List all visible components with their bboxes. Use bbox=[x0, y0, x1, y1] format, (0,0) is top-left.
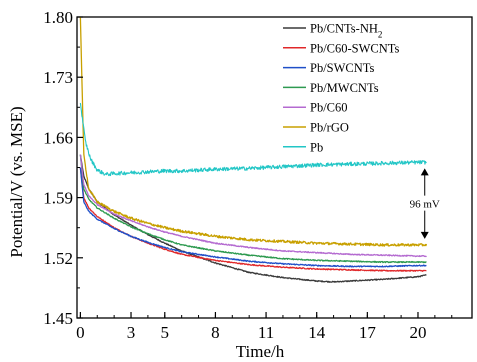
legend-label: Pb/MWCNTs bbox=[310, 81, 379, 95]
series-line-pb-c60 bbox=[79, 154, 427, 258]
legend-label: Pb/CNTs-NH2 bbox=[310, 22, 382, 40]
legend-item-pb-rgo: Pb/rGO bbox=[283, 121, 349, 135]
legend-item-pb-swcnts: Pb/SWCNTs bbox=[283, 61, 375, 75]
legend-item-pb-c60-swcnts: Pb/C60-SWCNTs bbox=[283, 41, 400, 55]
x-tick-label: 17 bbox=[359, 323, 377, 342]
series-line-pb-swcnts bbox=[79, 167, 427, 268]
legend-label: Pb/rGO bbox=[310, 121, 349, 135]
series-line-pb-mwcnts bbox=[79, 154, 427, 264]
x-tick-label: 20 bbox=[409, 323, 426, 342]
x-tick-label: 8 bbox=[211, 323, 220, 342]
annotation-label: 96 mV bbox=[410, 199, 440, 211]
y-axis-title: Potential/V (vs. MSE) bbox=[7, 106, 26, 257]
annotations: 96 mV bbox=[398, 168, 451, 239]
legend-item-pb-c60: Pb/C60 bbox=[283, 101, 348, 115]
annotation-arrow-head-down bbox=[420, 231, 429, 239]
x-axis: 0 3 5 8 11 14 17 20 bbox=[76, 312, 453, 342]
legend-label: Pb/SWCNTs bbox=[310, 61, 375, 75]
x-tick-label: 11 bbox=[258, 323, 274, 342]
y-tick-label: 1.45 bbox=[43, 309, 73, 328]
annotation-arrow-head-up bbox=[420, 168, 429, 176]
legend-item-pb-mwcnts: Pb/MWCNTs bbox=[283, 81, 379, 95]
y-axis: 1.45 1.52 1.59 1.66 1.73 1.80 bbox=[43, 8, 83, 328]
y-tick-label: 1.59 bbox=[43, 189, 73, 208]
x-tick-label: 5 bbox=[161, 323, 170, 342]
series-line-pb bbox=[79, 102, 427, 177]
legend-label: Pb/C60 bbox=[310, 101, 348, 115]
y-tick-label: 1.66 bbox=[43, 128, 73, 147]
x-tick-label: 0 bbox=[76, 323, 85, 342]
legend-label: Pb/C60-SWCNTs bbox=[310, 41, 400, 55]
annotation-label-bg bbox=[398, 195, 451, 211]
x-tick-label: 3 bbox=[127, 323, 136, 342]
legend-item-pb: Pb bbox=[283, 140, 323, 154]
legend-label: Pb bbox=[310, 140, 323, 154]
series-lines bbox=[79, 16, 428, 283]
y-tick-label: 1.73 bbox=[43, 68, 73, 87]
legend-item-pb-cnts-nh: Pb/CNTs-NH2 bbox=[283, 22, 382, 40]
x-tick-label: 14 bbox=[308, 323, 326, 342]
y-tick-label: 1.80 bbox=[43, 8, 73, 27]
series-line-pb-rgo bbox=[79, 16, 428, 247]
x-axis-title: Time/h bbox=[236, 342, 285, 361]
y-tick-label: 1.52 bbox=[43, 249, 73, 268]
